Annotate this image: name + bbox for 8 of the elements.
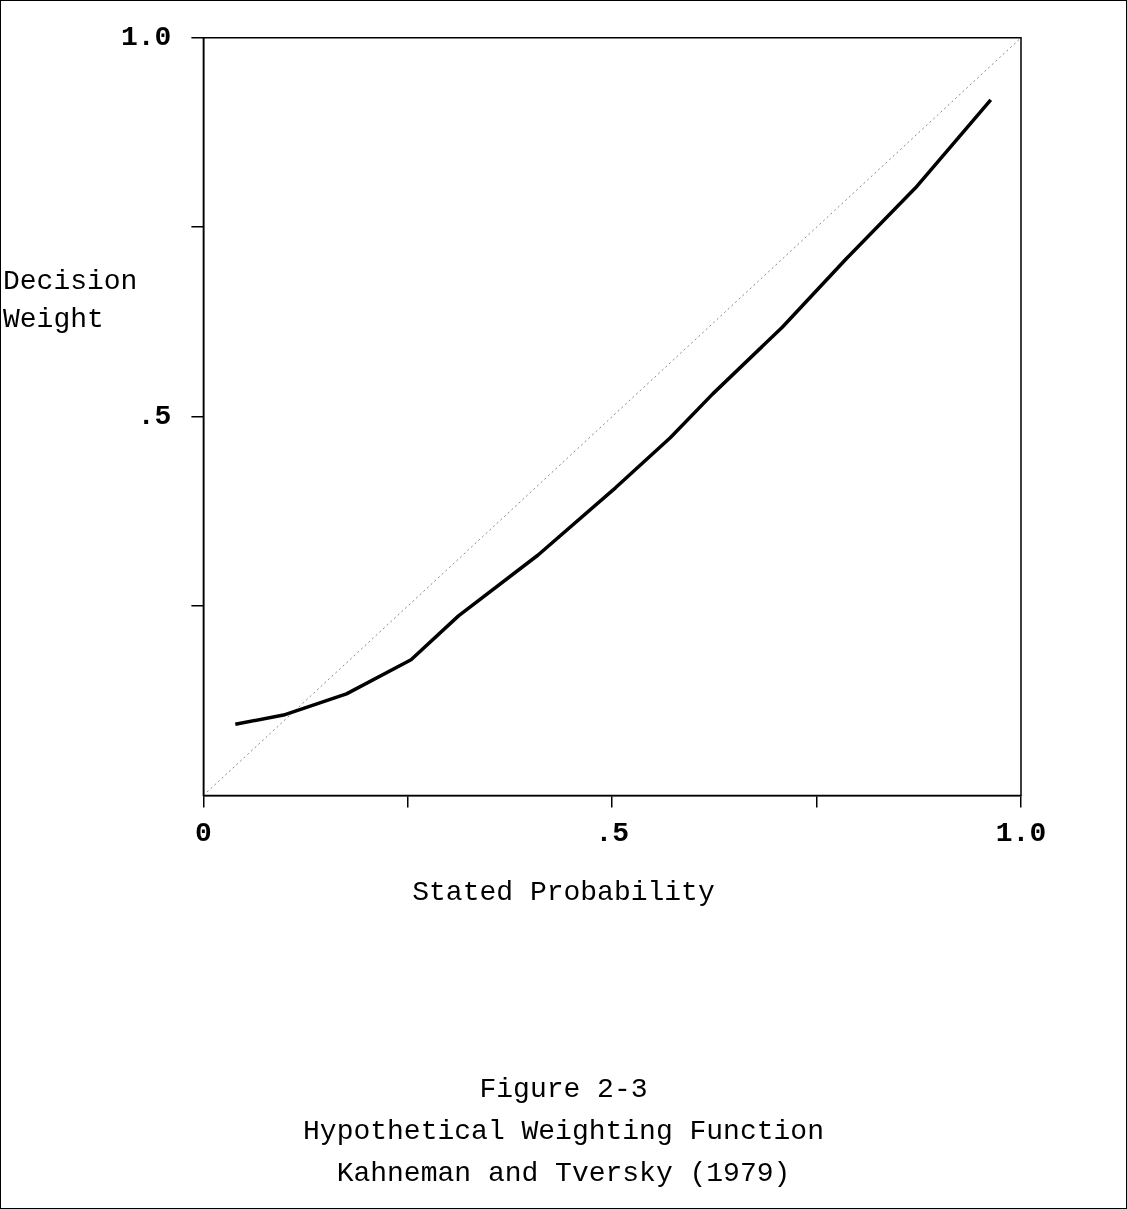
x-axis-title: Stated Probability [411,877,716,908]
text: Kahneman and Tversky (1979) [335,1157,792,1191]
y-axis-title: Decision Weight [3,265,139,337]
text: Figure 2-3 [478,1073,649,1107]
text: Hypothetical Weighting Function [302,1115,825,1149]
x-tick-label: 0 [195,818,212,850]
x-tick-label: .5 [595,818,630,850]
x-tick-label: 1.0 [995,818,1047,850]
